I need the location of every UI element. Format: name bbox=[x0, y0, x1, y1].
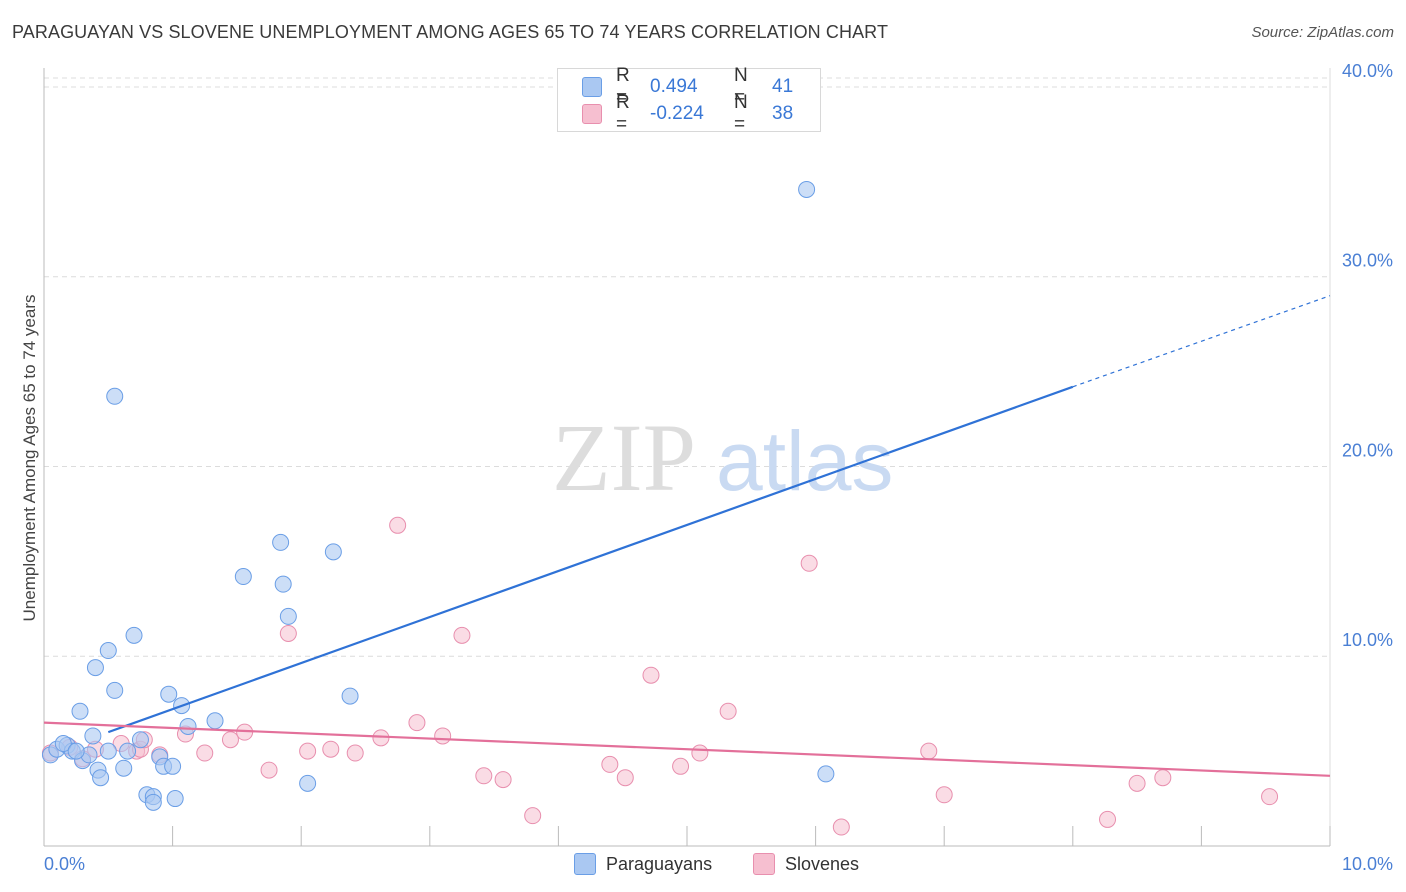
paraguayans-trend-extension bbox=[1072, 295, 1331, 388]
slovene-point bbox=[434, 727, 452, 745]
y-tick-label: 20.0% bbox=[1342, 440, 1393, 460]
legend-r-label: R = bbox=[616, 65, 630, 108]
slovene-point bbox=[642, 666, 660, 684]
paraguayan-point bbox=[86, 659, 104, 677]
bottom-legend-slovenes: Slovenes bbox=[753, 851, 859, 877]
legend-swatch-blue bbox=[574, 853, 596, 875]
slovene-point bbox=[322, 740, 340, 758]
watermark: ZIP atlas bbox=[552, 404, 893, 511]
paraguayan-point bbox=[299, 774, 317, 792]
paraguayan-point bbox=[125, 626, 143, 644]
slovene-point bbox=[719, 702, 737, 720]
paraguayan-point bbox=[84, 727, 102, 745]
legend-r-value: -0.224 bbox=[650, 103, 704, 124]
paraguayan-point bbox=[817, 765, 835, 783]
paraguayan-point bbox=[274, 575, 292, 593]
paraguayan-point bbox=[234, 568, 252, 586]
slovene-point bbox=[346, 744, 364, 762]
paraguayan-point bbox=[119, 742, 137, 760]
slovene-point bbox=[279, 624, 297, 642]
legend-r-value: 0.494 bbox=[650, 76, 698, 97]
slovene-point bbox=[299, 742, 317, 760]
paraguayan-point bbox=[160, 685, 178, 703]
paraguayan-point bbox=[144, 793, 162, 811]
source-label: Source: ZipAtlas.com bbox=[1251, 24, 1394, 41]
legend-n-value: 38 bbox=[772, 103, 794, 124]
slovene-point bbox=[196, 744, 214, 762]
paraguayan-point bbox=[92, 769, 110, 787]
slovene-point bbox=[494, 771, 512, 789]
legend-swatch-blue bbox=[582, 77, 602, 97]
legend-r-label: R = bbox=[616, 92, 630, 135]
correlation-legend: R = 0.494 N = 41 R = -0.224 N = 38 bbox=[557, 65, 821, 135]
paraguayan-point bbox=[106, 681, 124, 699]
slovene-point bbox=[1154, 769, 1172, 787]
paraguayan-point bbox=[272, 533, 290, 551]
paraguayan-point bbox=[115, 759, 133, 777]
paraguayan-point bbox=[164, 757, 182, 775]
watermark-zip: ZIP bbox=[552, 404, 696, 511]
legend-label-paraguayans: Paraguayans bbox=[606, 853, 713, 874]
slovene-point bbox=[453, 626, 471, 644]
paraguayan-point bbox=[179, 717, 197, 735]
slovene-point bbox=[1261, 788, 1279, 806]
slovenes-points bbox=[41, 516, 1279, 836]
slovene-point bbox=[260, 761, 278, 779]
y-tick-label: 40.0% bbox=[1342, 61, 1393, 81]
y-axis-label: Unemployment Among Ages 65 to 74 years bbox=[20, 295, 39, 622]
slovene-point bbox=[920, 742, 938, 760]
axes bbox=[43, 68, 1331, 847]
paraguayan-point bbox=[206, 712, 224, 730]
slovene-point bbox=[935, 786, 953, 804]
paraguayan-point bbox=[99, 642, 117, 660]
legend-n-label: N = bbox=[734, 92, 748, 135]
legend-swatch-pink bbox=[753, 853, 775, 875]
paraguayan-point bbox=[798, 180, 816, 198]
slovene-point bbox=[524, 807, 542, 825]
slovenes-trend-line bbox=[43, 721, 1331, 777]
slovene-point bbox=[1099, 810, 1117, 828]
slovene-point bbox=[475, 767, 493, 785]
slovene-point bbox=[691, 744, 709, 762]
slovene-point bbox=[221, 731, 239, 749]
paraguayan-point bbox=[67, 742, 85, 760]
slovene-point bbox=[389, 516, 407, 534]
legend-label-slovenes: Slovenes bbox=[785, 853, 860, 874]
paraguayan-point bbox=[279, 607, 297, 625]
paraguayan-point bbox=[341, 687, 359, 705]
paraguayan-point bbox=[99, 742, 117, 760]
legend-swatch-pink bbox=[582, 104, 602, 124]
tick-labels: 10.0% 20.0% 30.0% 40.0% 0.0% 10.0% bbox=[44, 61, 1393, 874]
grid-lines bbox=[44, 77, 1330, 657]
x-tick-label: 0.0% bbox=[44, 854, 85, 874]
slovene-point bbox=[601, 755, 619, 773]
paraguayan-point bbox=[106, 387, 124, 405]
paraguayan-point bbox=[166, 790, 184, 808]
slovene-point bbox=[832, 818, 850, 836]
slovene-point bbox=[672, 757, 690, 775]
paraguayan-point bbox=[54, 735, 72, 753]
slovene-point bbox=[408, 714, 426, 732]
slovene-point bbox=[800, 554, 818, 572]
paraguayan-point bbox=[71, 702, 89, 720]
x-tick-label: 10.0% bbox=[1342, 854, 1393, 874]
trend-lines bbox=[43, 295, 1331, 777]
chart-title: PARAGUAYAN VS SLOVENE UNEMPLOYMENT AMONG… bbox=[12, 22, 889, 42]
slovene-point bbox=[1128, 774, 1146, 792]
slovene-point bbox=[616, 769, 634, 787]
paraguayan-point bbox=[131, 731, 149, 749]
y-tick-label: 10.0% bbox=[1342, 630, 1393, 650]
y-tick-label: 30.0% bbox=[1342, 251, 1393, 271]
bottom-legend-paraguayans: Paraguayans bbox=[574, 851, 712, 877]
paraguayans-points bbox=[41, 180, 835, 811]
legend-n-value: 41 bbox=[772, 76, 794, 97]
legend-n-label: N = bbox=[734, 65, 748, 108]
paraguayan-point bbox=[324, 543, 342, 561]
paraguayans-trend-line bbox=[107, 385, 1074, 734]
